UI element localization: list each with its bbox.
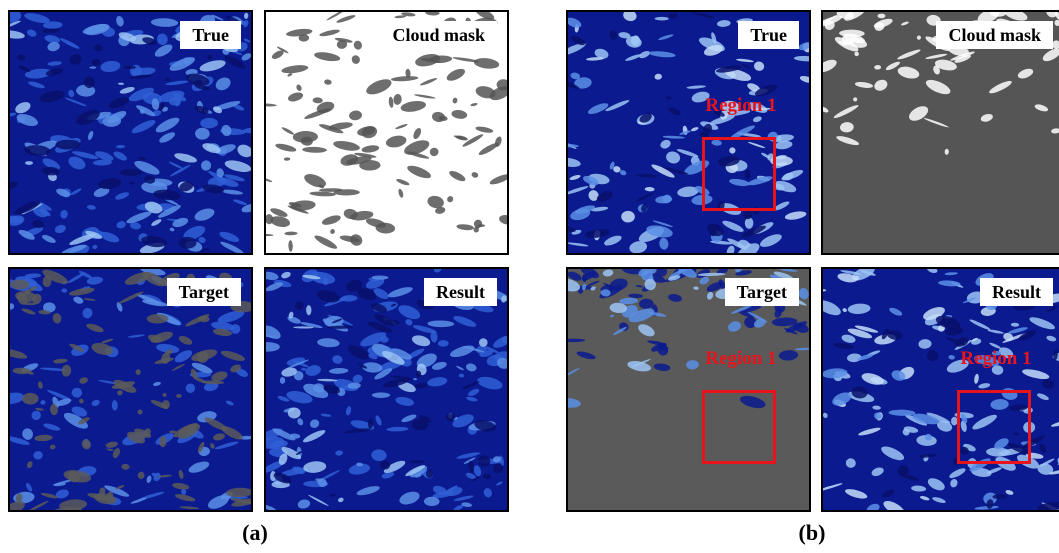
tile-label: Result: [980, 278, 1053, 306]
tile-label: Result: [424, 278, 497, 306]
tile-label: Cloud mask: [380, 21, 497, 49]
region-label: Region 1: [705, 95, 776, 117]
tile-label: True: [738, 21, 799, 49]
texture-spot: [383, 320, 399, 326]
tile-label: True: [180, 21, 241, 49]
region-box: [702, 390, 776, 464]
tile-label: Target: [725, 278, 799, 306]
texture-spot: [372, 392, 390, 398]
caption: (b): [799, 520, 826, 546]
region-label: Region 1: [705, 348, 776, 370]
image-tile: Result: [264, 267, 509, 512]
texture-spot: [25, 161, 33, 165]
image-tile: Cloud mask: [264, 10, 509, 255]
region-label: Region 1: [960, 348, 1031, 370]
image-tile: True: [566, 10, 811, 255]
region-box: [702, 137, 776, 211]
caption: (a): [242, 520, 268, 546]
figure: True Cloud mask Target Result (a) True C…: [0, 0, 1059, 553]
texture-spot: [120, 169, 143, 176]
tile-label: Target: [167, 278, 241, 306]
image-tile: True: [8, 10, 253, 255]
region-box: [957, 390, 1031, 464]
texture-spot: [72, 388, 83, 398]
image-tile: Target: [8, 267, 253, 512]
image-tile: Cloud mask: [821, 10, 1059, 255]
tile-label: Cloud mask: [936, 21, 1053, 49]
